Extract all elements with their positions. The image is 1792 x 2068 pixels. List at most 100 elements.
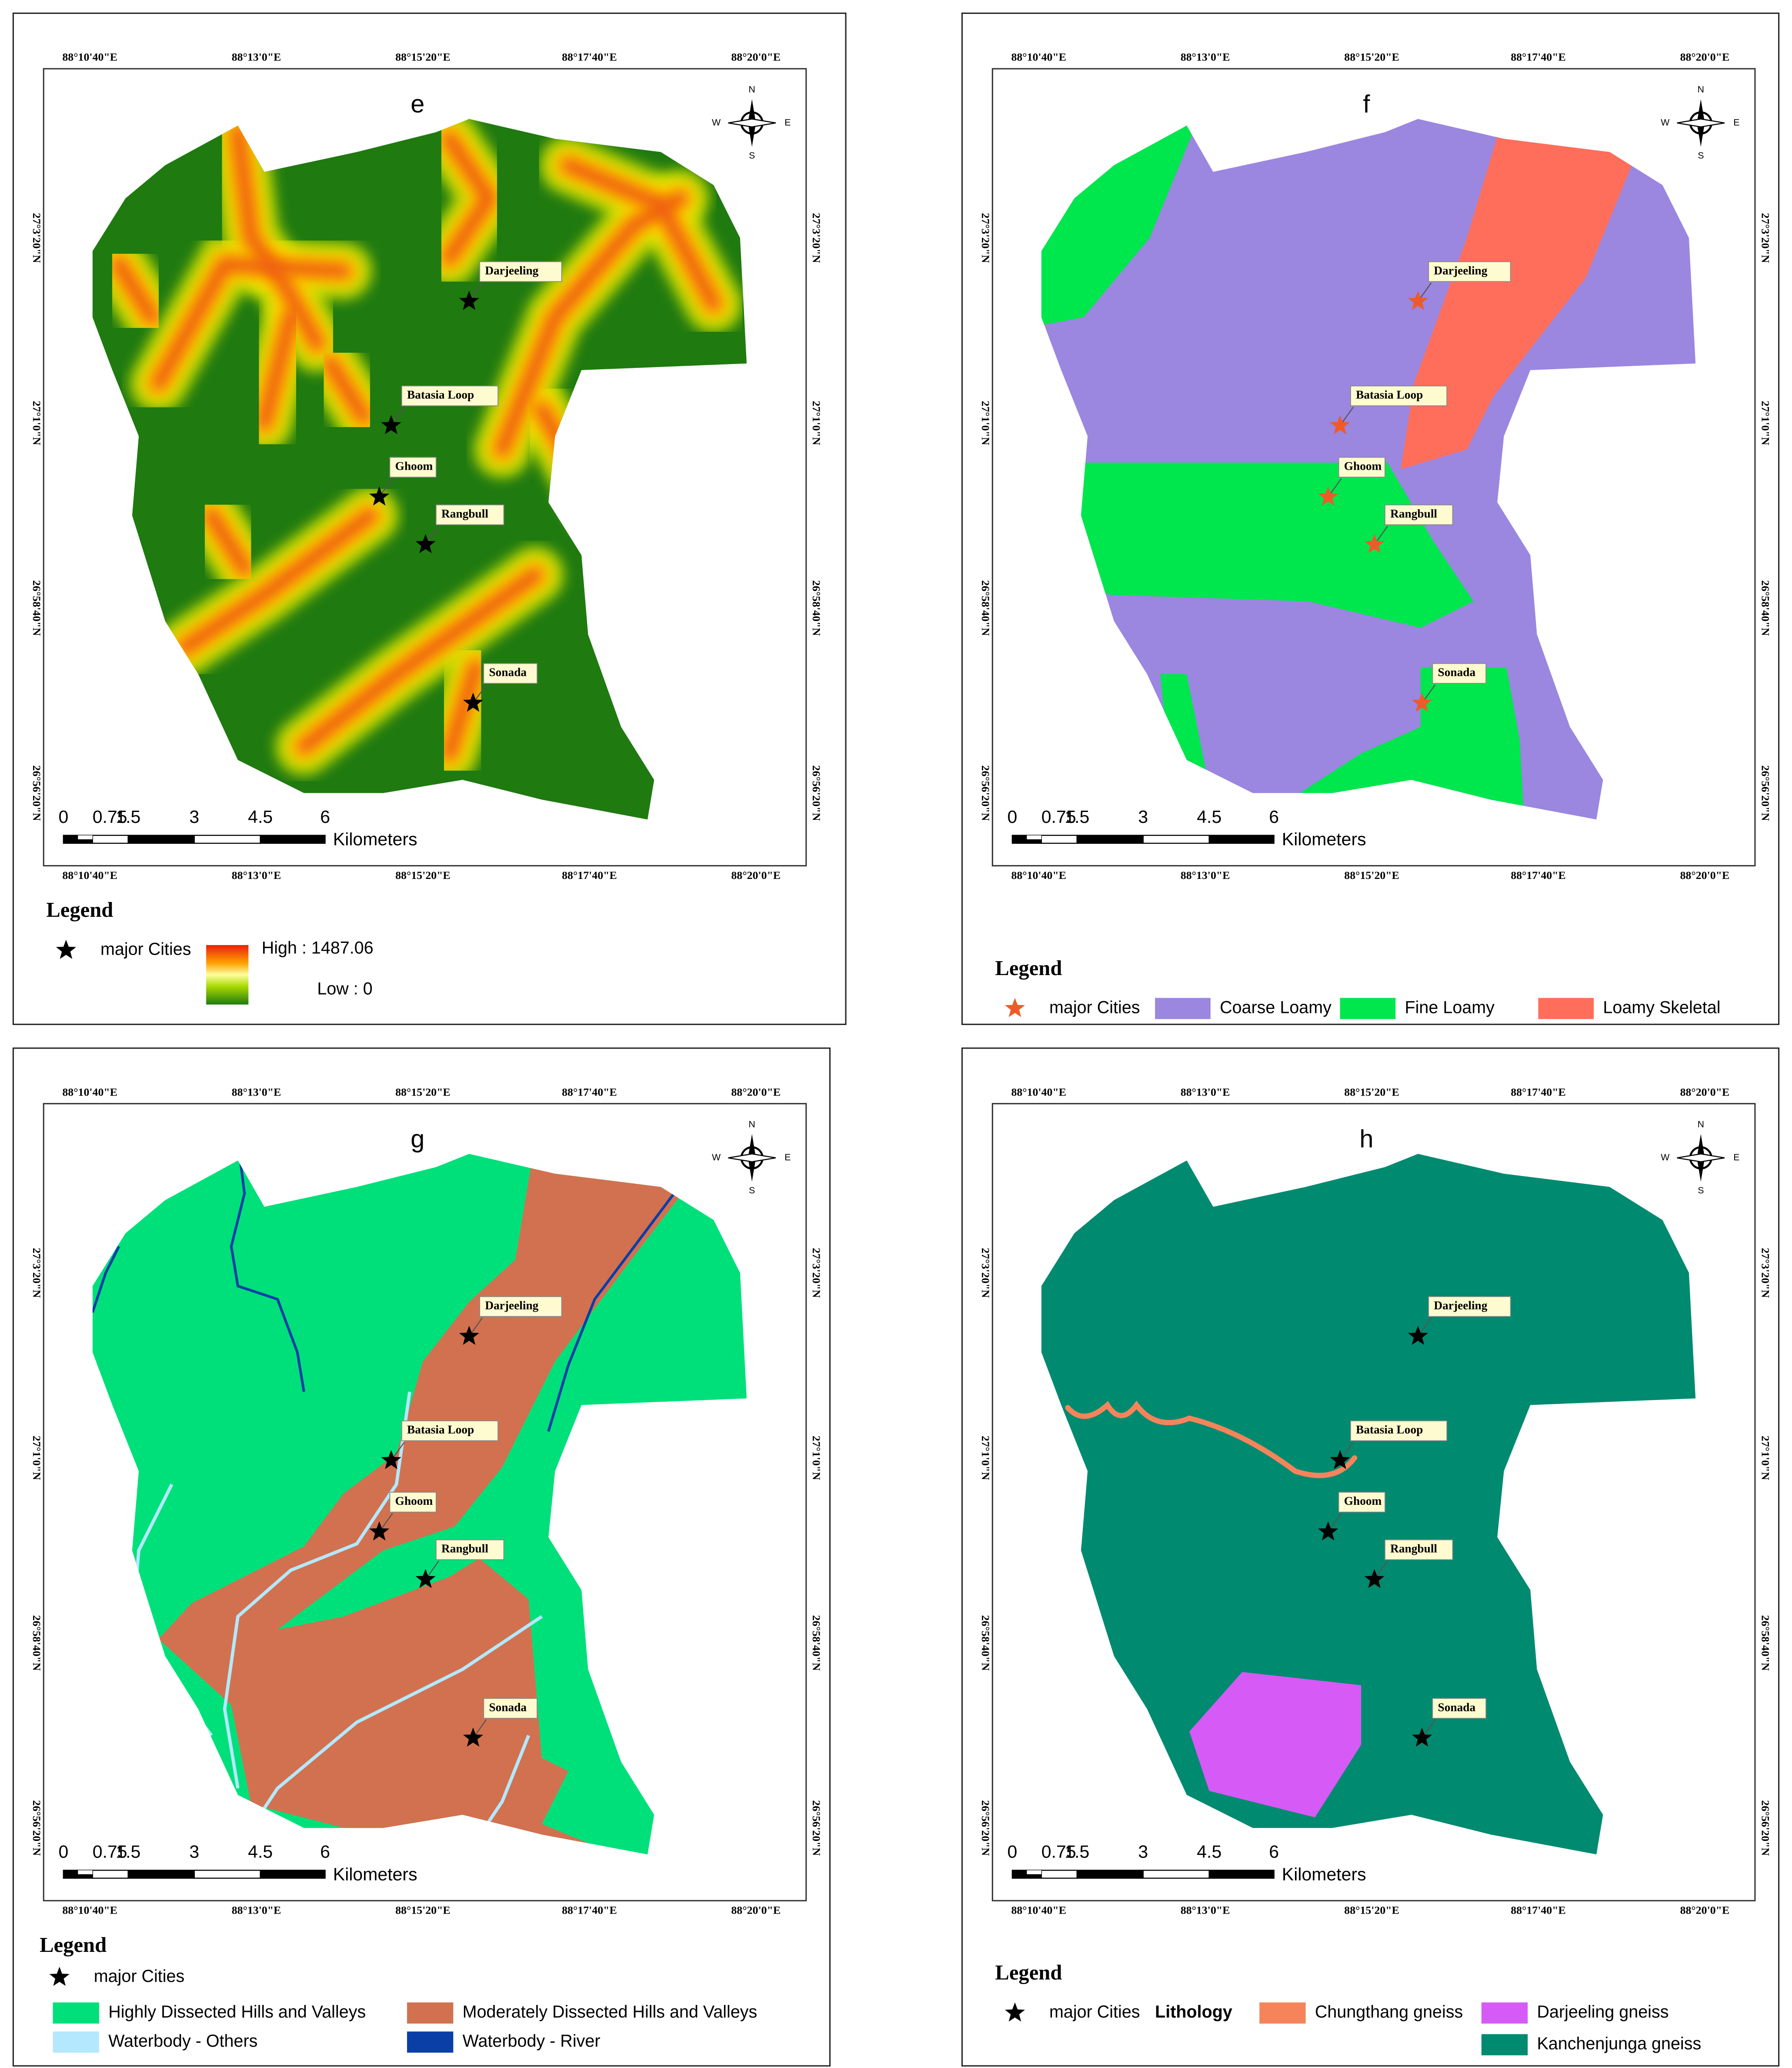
city-star xyxy=(1408,1326,1428,1345)
city-label-box xyxy=(1338,1492,1385,1513)
fine-loamy-area xyxy=(1041,462,1474,628)
scale-segment xyxy=(127,835,195,844)
legend-label: Waterbody - River xyxy=(463,2031,601,2051)
city-label-box xyxy=(1428,1296,1511,1317)
map-panel: 88°10'40"E 88°10'40"E 88°13'0"E 88°13'0"E 88… xyxy=(12,12,847,1025)
longitude-label: 88°13'0"E xyxy=(1181,51,1230,63)
compass-letter: W xyxy=(1661,1152,1669,1163)
compass-letter: S xyxy=(749,150,755,160)
legend-label: Moderately Dissected Hills and Valleys xyxy=(463,2002,758,2021)
city-star xyxy=(463,692,484,712)
city-label: Batasia Loop xyxy=(1356,1423,1423,1436)
longitude-label: 88°20'0"E xyxy=(1680,869,1730,882)
latitude-label: 26°56'20"N xyxy=(810,765,823,821)
city-label: Batasia Loop xyxy=(407,1423,474,1436)
legend-swatch xyxy=(1481,2002,1528,2024)
longitude-label: 88°10'40"E xyxy=(62,1086,117,1098)
longitude-label: 88°13'0"E xyxy=(232,51,281,63)
city-star xyxy=(381,415,401,434)
legend-label: Loamy Skeletal xyxy=(1603,998,1720,1017)
longitude-label: 88°13'0"E xyxy=(232,1086,281,1098)
longitude-label: 88°10'40"E xyxy=(62,869,117,882)
city-star xyxy=(1412,692,1432,712)
city-label-box xyxy=(483,1698,537,1719)
city-label: Rangbull xyxy=(441,1542,488,1555)
city-label-box xyxy=(1350,1420,1448,1441)
legend-label: major Cities xyxy=(94,1967,185,1986)
compass-letter: S xyxy=(749,1185,755,1196)
longitude-label: 88°17'40"E xyxy=(562,1086,617,1098)
city-label-box xyxy=(435,504,504,525)
scale-segment xyxy=(1142,835,1210,844)
legend-swatch xyxy=(1155,998,1211,1019)
city-label-box xyxy=(1428,261,1511,282)
latitude-label: 26°58'40"N xyxy=(1759,580,1772,636)
city-star xyxy=(1318,486,1338,506)
longitude-label: 88°10'40"E xyxy=(62,1904,117,1916)
ridge-core xyxy=(150,256,352,391)
legend-swatch xyxy=(53,2031,99,2053)
compass-letter: N xyxy=(749,1119,755,1129)
longitude-label: 88°15'20"E xyxy=(395,51,451,63)
latitude-label: 26°58'40"N xyxy=(810,1615,823,1671)
latitude-label: 27°3'20"N xyxy=(30,213,43,263)
longitude-label: 88°13'0"E xyxy=(1181,1904,1230,1916)
latitude-label: 26°56'20"N xyxy=(979,1800,992,1856)
latitude-label: 27°1'0"N xyxy=(30,401,43,445)
scale-unit: Kilometers xyxy=(333,829,417,849)
map-panel: 88°10'40"E 88°10'40"E 88°13'0"E 88°13'0"E 88… xyxy=(961,12,1780,1025)
compass-letter: E xyxy=(1733,117,1739,127)
city-label-box xyxy=(1432,663,1487,684)
latitude-label: 26°56'20"N xyxy=(810,1800,823,1856)
latitude-label: 26°58'40"N xyxy=(30,1615,43,1671)
ridge-core xyxy=(204,508,253,577)
latitude-label: 27°3'20"N xyxy=(30,1248,43,1298)
compass-needle xyxy=(728,1153,776,1163)
latitude-label: 26°56'20"N xyxy=(30,1800,43,1856)
legend-swatch xyxy=(1481,2034,1528,2055)
latitude-label: 27°1'0"N xyxy=(979,401,992,445)
panel-letter: e xyxy=(410,90,424,118)
loamy-skeletal-area xyxy=(1401,119,1643,469)
scale-segment xyxy=(194,835,261,844)
scale-label: 0 xyxy=(58,1842,68,1862)
latitude-label: 27°3'20"N xyxy=(810,213,823,263)
longitude-label: 88°20'0"E xyxy=(1680,1086,1730,1098)
legend-title: Legend xyxy=(995,1961,1062,1984)
scale-label: 4.5 xyxy=(1197,807,1221,827)
city-label-box xyxy=(389,1492,437,1513)
city-star xyxy=(459,291,479,310)
latitude-label: 27°3'20"N xyxy=(979,213,992,263)
longitude-label: 88°10'40"E xyxy=(1011,869,1066,882)
scale-unit: Kilometers xyxy=(1282,829,1366,849)
scale-label: 3 xyxy=(1138,1842,1148,1862)
scale-segment xyxy=(78,1870,93,1874)
latitude-label: 26°58'40"N xyxy=(1759,1615,1772,1671)
city-label-box xyxy=(1385,504,1453,525)
longitude-label: 88°15'20"E xyxy=(1344,1086,1399,1098)
legend-label: Darjeeling gneiss xyxy=(1537,2002,1669,2021)
longitude-label: 88°17'40"E xyxy=(1511,1904,1566,1916)
city-label: Darjeeling xyxy=(485,264,538,277)
scale-label: 6 xyxy=(1269,807,1279,827)
longitude-label: 88°15'20"E xyxy=(1344,1904,1399,1916)
city-label: Darjeeling xyxy=(1434,1299,1487,1312)
compass-letter: E xyxy=(784,1152,791,1163)
longitude-label: 88°13'0"E xyxy=(232,1904,281,1916)
scale-label: 0 xyxy=(58,807,68,827)
waterbody-river xyxy=(547,1193,675,1432)
scale-label: 4.5 xyxy=(248,1842,273,1862)
latitude-label: 26°58'40"N xyxy=(30,580,43,636)
scale-label: 6 xyxy=(320,807,330,827)
scale-segment xyxy=(92,1870,129,1879)
longitude-label: 88°15'20"E xyxy=(395,1904,451,1916)
compass-needle xyxy=(728,118,776,128)
legend-swatch xyxy=(1538,998,1594,1019)
longitude-label: 88°17'40"E xyxy=(562,869,617,882)
city-label-box xyxy=(479,1296,562,1317)
latitude-label: 26°58'40"N xyxy=(979,580,992,636)
waterbody-others xyxy=(250,1615,543,1829)
ramp-high: High : 1487.06 xyxy=(262,939,374,958)
city-star xyxy=(415,1569,436,1588)
